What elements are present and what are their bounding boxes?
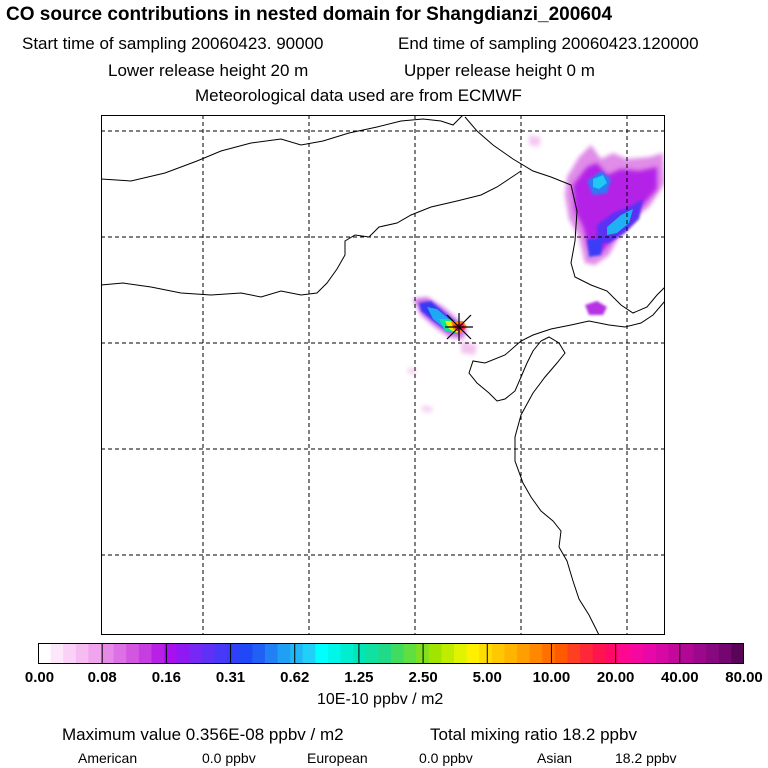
colorbar-cell — [592, 643, 606, 664]
source-european-name: European — [307, 750, 368, 766]
colorbar-cell — [189, 643, 203, 664]
colorbar-cell — [680, 643, 695, 664]
colorbar-tick-label: 0.16 — [151, 669, 181, 686]
colorbar-cell — [164, 643, 178, 664]
colorbar-cell — [706, 643, 720, 664]
map-panel — [101, 115, 665, 635]
colorbar-cell — [567, 643, 581, 664]
colorbar-cell — [138, 643, 153, 664]
colorbar-cell — [290, 643, 304, 664]
colorbar-cell — [378, 643, 392, 664]
end-time-label: End time of sampling 20060423.120000 — [398, 34, 699, 53]
colorbar-cell — [264, 643, 279, 664]
colorbar-cell — [277, 643, 291, 664]
colorbar-cell — [63, 643, 77, 664]
colorbar-tick-label: 0.00 — [24, 669, 55, 686]
total-mixing-ratio-label: Total mixing ratio 18.2 ppbv — [430, 725, 637, 744]
colorbar-cell — [50, 643, 64, 664]
colorbar-tick-label: 0.31 — [215, 669, 246, 686]
colorbar — [38, 643, 744, 664]
source-american-value: 0.0 ppbv — [202, 750, 256, 766]
colorbar-cell — [668, 643, 682, 664]
colorbar-cell — [454, 643, 468, 664]
colorbar-cell — [554, 643, 569, 664]
colorbar-cell — [655, 643, 669, 664]
colorbar-cell — [227, 643, 241, 664]
colorbar-cell — [101, 643, 115, 664]
colorbar-cell — [403, 643, 417, 664]
colorbar-cell — [466, 643, 480, 664]
colorbar-tick-label: 5.00 — [472, 669, 502, 686]
colorbar-cell — [201, 643, 216, 664]
colorbar-cell — [239, 643, 253, 664]
colorbar-cell — [580, 643, 594, 664]
colorbar-cell — [151, 643, 165, 664]
source-american-name: American — [78, 750, 138, 766]
start-time-label: Start time of sampling 20060423. 90000 — [22, 34, 324, 53]
colorbar-cell — [504, 643, 518, 664]
colorbar-cell — [113, 643, 127, 664]
colorbar-tick-label: 0.08 — [87, 669, 117, 686]
colorbar-cell — [176, 643, 190, 664]
colorbar-cell — [391, 643, 405, 664]
source-asian-value: 18.2 ppbv — [615, 750, 677, 766]
colorbar-units: 10E-10 ppbv / m2 — [317, 691, 444, 708]
colorbar-cell — [491, 643, 506, 664]
maximum-value-label: Maximum value 0.356E-08 ppbv / m2 — [62, 725, 344, 744]
colorbar-cell — [630, 643, 644, 664]
colorbar-cell — [340, 643, 354, 664]
contribution-plume-northeast — [529, 135, 665, 315]
colorbar-cell — [252, 643, 266, 664]
colorbar-cell — [542, 643, 556, 664]
colorbar-cell — [529, 643, 543, 664]
map-title: CO source contributions in nested domain… — [6, 4, 613, 25]
colorbar-cell — [617, 643, 632, 664]
receptor-site-marker — [445, 313, 473, 341]
coastline-borders — [101, 115, 665, 635]
colorbar-cell — [38, 643, 52, 664]
graticule-grid — [101, 115, 665, 635]
colorbar-tick-label: 20.00 — [596, 669, 635, 686]
colorbar-cell — [315, 643, 329, 664]
colorbar-cell — [365, 643, 379, 664]
colorbar-tick-label: 40.00 — [661, 669, 699, 686]
colorbar-cell — [302, 643, 316, 664]
colorbar-cell — [718, 643, 732, 664]
colorbar-cell — [214, 643, 228, 664]
source-asian-name: Asian — [537, 750, 573, 766]
colorbar-cell — [731, 643, 744, 664]
colorbar-cell — [517, 643, 531, 664]
colorbar-cell — [643, 643, 657, 664]
colorbar-tick-label: 1.25 — [344, 669, 374, 686]
colorbar-cell — [479, 643, 493, 664]
colorbar-cell — [75, 643, 90, 664]
colorbar-cell — [605, 643, 619, 664]
colorbar-tick-label: 10.00 — [532, 669, 571, 686]
colorbar-tick-label: 0.62 — [280, 669, 310, 686]
colorbar-cell — [693, 643, 707, 664]
colorbar-cell — [353, 643, 367, 664]
colorbar-cell — [327, 643, 342, 664]
colorbar-cell — [126, 643, 140, 664]
upper-release-height-label: Upper release height 0 m — [404, 61, 595, 80]
colorbar-cell — [428, 643, 443, 664]
lower-release-height-label: Lower release height 20 m — [108, 61, 309, 80]
colorbar-cell — [88, 643, 102, 664]
colorbar-tick-label: 2.50 — [408, 669, 438, 686]
meteorological-data-label: Meteorological data used are from ECMWF — [195, 86, 522, 105]
colorbar-tick-label: 80.00 — [725, 669, 763, 686]
colorbar-cell — [441, 643, 455, 664]
source-european-value: 0.0 ppbv — [419, 750, 473, 766]
